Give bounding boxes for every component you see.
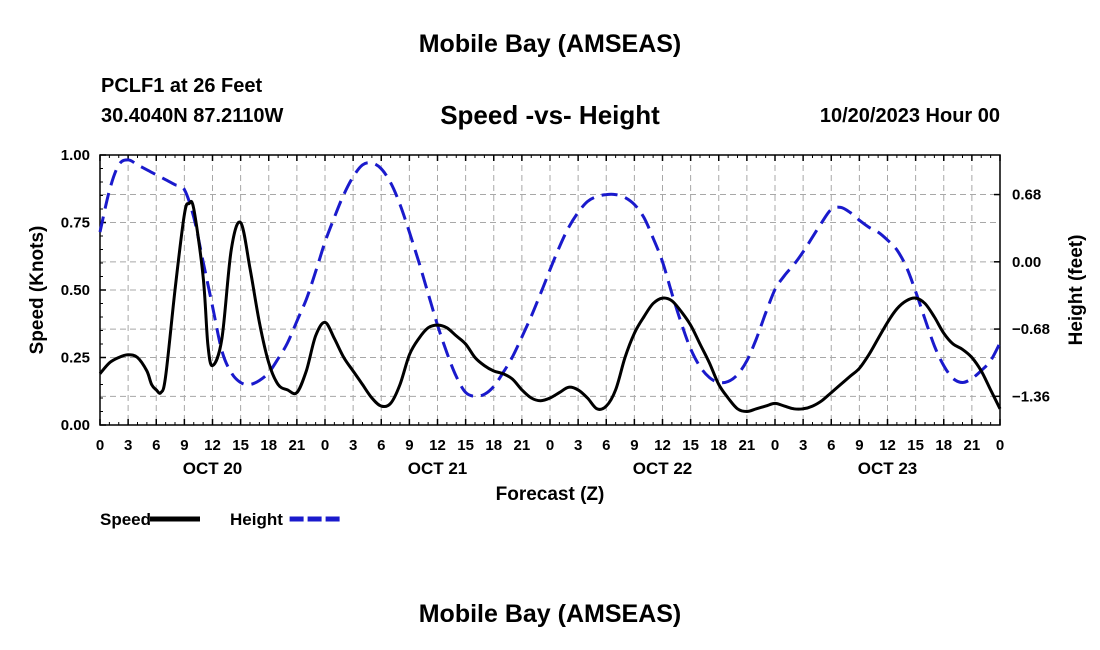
y-tick-label: 1.00 <box>61 147 90 164</box>
y-tick-label: 0.00 <box>61 417 90 434</box>
x-tick-label: 12 <box>879 437 896 454</box>
y2-tick-label: −0.68 <box>1012 321 1050 338</box>
y-tick-label: 0.50 <box>61 282 90 299</box>
day-label: OCT 21 <box>408 459 468 478</box>
x-tick-label: 3 <box>799 437 807 454</box>
x-tick-label: 0 <box>96 437 104 454</box>
x-tick-label: 9 <box>855 437 863 454</box>
x-tick-label: 12 <box>429 437 446 454</box>
x-tick-label: 0 <box>321 437 329 454</box>
y2-tick-label: −1.36 <box>1012 388 1050 405</box>
day-label: OCT 22 <box>633 459 693 478</box>
x-tick-label: 15 <box>457 437 474 454</box>
x-tick-label: 0 <box>996 437 1004 454</box>
x-tick-label: 21 <box>964 437 981 454</box>
y-tick-label: 0.25 <box>61 350 90 367</box>
x-tick-label: 9 <box>630 437 638 454</box>
page-title: Mobile Bay (AMSEAS) <box>418 30 682 58</box>
x-tick-label: 6 <box>827 437 835 454</box>
x-tick-label: 15 <box>907 437 924 454</box>
x-tick-label: 21 <box>514 437 531 454</box>
x-tick-label: 9 <box>180 437 188 454</box>
x-tick-label: 18 <box>260 437 277 454</box>
issued-timestamp: 10/20/2023 Hour 00 <box>819 105 1000 127</box>
day-label: OCT 23 <box>858 459 918 478</box>
x-tick-label: 6 <box>602 437 610 454</box>
x-tick-label: 18 <box>710 437 727 454</box>
series-line-height <box>98 158 1002 398</box>
y2-axis-title: Height (feet) <box>1066 235 1087 346</box>
x-axis-title: Forecast (Z) <box>496 484 605 505</box>
x-tick-label: 3 <box>574 437 582 454</box>
x-tick-label: 15 <box>232 437 249 454</box>
y2-tick-label: 0.68 <box>1012 187 1041 204</box>
legend-label-height: Height <box>230 510 283 529</box>
chart-title: Speed -vs- Height <box>440 100 660 130</box>
x-tick-label: 18 <box>935 437 952 454</box>
series-line-speed <box>98 199 1002 413</box>
x-tick-label: 0 <box>771 437 779 454</box>
x-tick-label: 0 <box>546 437 554 454</box>
x-tick-label: 21 <box>289 437 306 454</box>
station-coordinates: 30.4040N 87.2110W <box>101 105 284 127</box>
bottom-title: Mobile Bay (AMSEAS) <box>418 600 682 628</box>
legend-label-speed: Speed <box>100 510 151 529</box>
x-tick-label: 3 <box>349 437 357 454</box>
x-tick-label: 12 <box>204 437 221 454</box>
x-tick-label: 9 <box>405 437 413 454</box>
y-tick-label: 0.75 <box>61 215 90 232</box>
x-tick-label: 6 <box>152 437 160 454</box>
x-tick-label: 12 <box>654 437 671 454</box>
day-label: OCT 20 <box>183 459 243 478</box>
y2-tick-label: 0.00 <box>1012 254 1041 271</box>
station-name: PCLF1 at 26 Feet <box>101 75 263 97</box>
x-tick-label: 18 <box>485 437 502 454</box>
x-tick-label: 6 <box>377 437 385 454</box>
x-tick-label: 3 <box>124 437 132 454</box>
x-tick-label: 15 <box>682 437 699 454</box>
x-tick-label: 21 <box>739 437 756 454</box>
y-axis-title: Speed (Knots) <box>27 226 48 355</box>
